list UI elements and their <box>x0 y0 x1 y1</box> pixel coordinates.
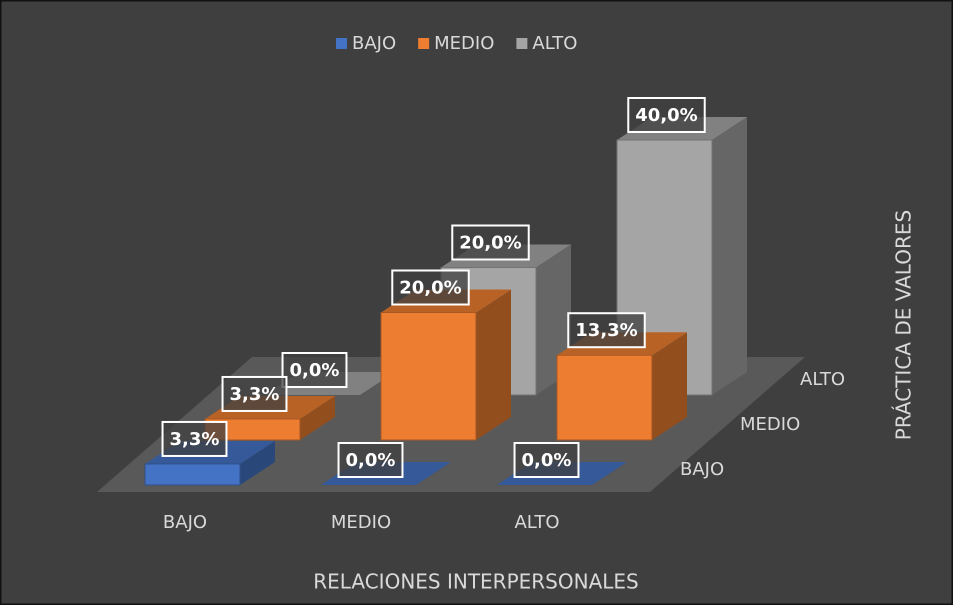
data-label-text: 3,3% <box>230 384 280 405</box>
data-label-box <box>161 420 228 457</box>
data-label-text: 0,0% <box>346 450 396 471</box>
bar-front <box>556 354 653 441</box>
bar-side <box>476 289 511 440</box>
depth-tick-label: ALTO <box>800 369 845 390</box>
legend-label: MEDIO <box>434 33 494 54</box>
data-label-box <box>627 97 706 133</box>
data-label: 3,3% <box>221 375 288 412</box>
data-label-text: 20,0% <box>459 233 521 254</box>
bar-front <box>144 463 241 486</box>
data-label: 20,0% <box>391 269 470 306</box>
data-label-text: 0,0% <box>290 360 340 381</box>
bar <box>380 289 511 441</box>
data-label: 13,3% <box>567 312 646 349</box>
data-label-box <box>391 269 470 306</box>
bar-front <box>380 312 477 441</box>
plot-area: 0,0% 20,0% 40,0% 3,3% 20,0% 13,3% 3,3% 0,0% 0,0% <box>144 97 747 486</box>
bar-side <box>712 117 747 395</box>
data-label: 3,3% <box>161 420 228 457</box>
bar-side <box>652 332 687 440</box>
data-label: 40,0% <box>627 97 706 133</box>
data-label: 20,0% <box>451 224 530 261</box>
data-label-text: 40,0% <box>635 105 697 126</box>
bar-side <box>240 440 275 485</box>
legend-label: ALTO <box>532 33 577 54</box>
x-tick-label: MEDIO <box>331 512 391 533</box>
z-axis-title: PRÁCTICA DE VALORES <box>892 210 916 440</box>
data-label: 0,0% <box>337 442 404 478</box>
data-label-text: 3,3% <box>170 429 220 450</box>
data-label-text: 20,0% <box>399 278 461 299</box>
data-label-box <box>281 352 348 388</box>
x-tick-label: ALTO <box>514 512 559 533</box>
bar-side <box>300 395 335 440</box>
bar <box>556 332 687 441</box>
data-label-box <box>337 442 404 478</box>
legend-swatch <box>516 38 528 49</box>
legend-swatch <box>336 38 347 49</box>
x-axis-title: RELACIONES INTERPERSONALES <box>313 570 638 594</box>
data-label-box <box>451 224 530 261</box>
depth-tick-label: MEDIO <box>740 414 800 435</box>
data-label: 0,0% <box>281 352 348 388</box>
data-label-box <box>513 442 580 478</box>
data-label-box <box>221 375 288 412</box>
data-label-box <box>567 312 646 349</box>
data-label-text: 13,3% <box>575 320 637 341</box>
data-label-text: 0,0% <box>522 450 572 471</box>
depth-tick-label: BAJO <box>680 459 724 480</box>
legend-label: BAJO <box>352 33 396 54</box>
x-tick-label: BAJO <box>163 512 207 533</box>
legend-swatch <box>418 38 430 49</box>
data-label: 0,0% <box>513 442 580 478</box>
